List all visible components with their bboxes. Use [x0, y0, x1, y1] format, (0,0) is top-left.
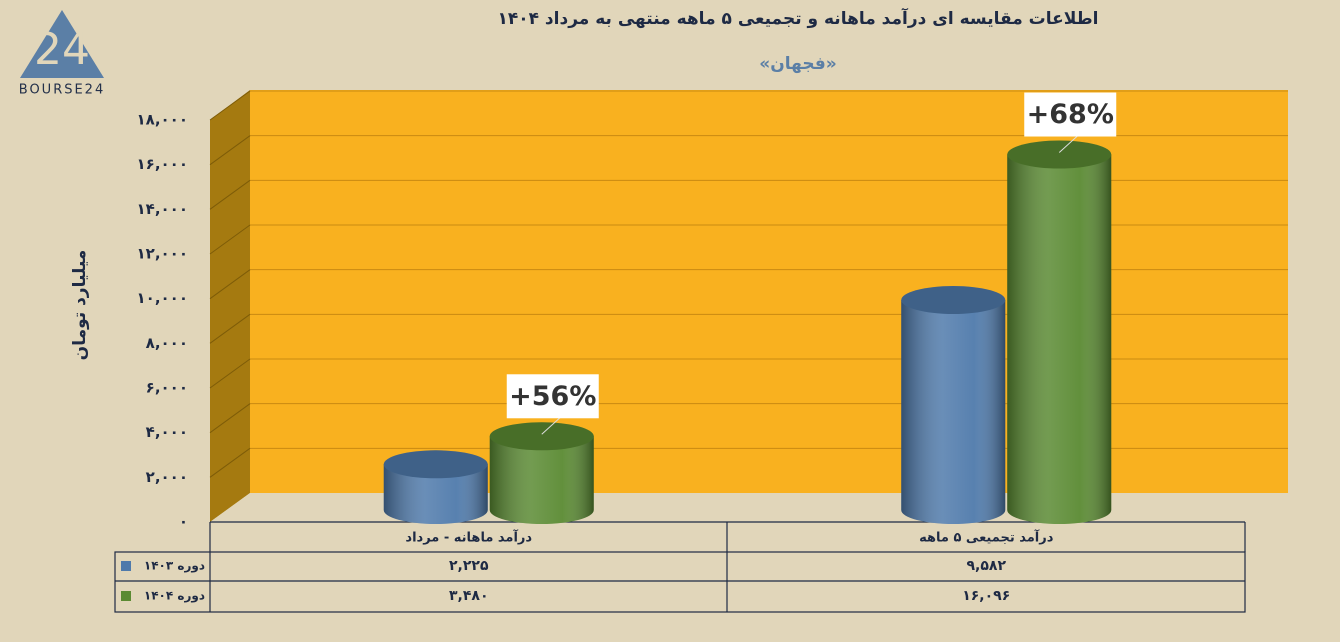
bar-top-shade: [1007, 140, 1112, 169]
grid-line: [209, 179, 251, 210]
y-tick-label: ۱۰,۰۰۰: [137, 289, 188, 307]
table-value: ۹,۵۸۲: [967, 558, 1007, 574]
grid-line: [209, 403, 251, 434]
grid-line: [209, 313, 251, 344]
bar-shade: [489, 436, 594, 524]
y-tick-label: ۶,۰۰۰: [146, 379, 188, 397]
annotation: +56%: [509, 381, 596, 412]
annotation-box: [1024, 92, 1117, 137]
grid-line: [209, 90, 251, 121]
chart-title: اطلاعات مقایسه ای درآمد ماهانه و تجمیعی …: [498, 7, 1099, 29]
y-tick-label: ۸,۰۰۰: [146, 334, 188, 352]
side-wall: [210, 90, 250, 522]
annotation: +68%: [1027, 99, 1114, 130]
grid-line: [209, 447, 251, 478]
y-axis-label: میلیارد تومان: [70, 250, 90, 361]
bar-shade: [383, 464, 488, 524]
bar-top: [383, 450, 488, 479]
logo: 24 BOURSE24: [19, 10, 105, 98]
legend-label: دوره ۱۴۰۴: [144, 589, 205, 604]
grid-line: [209, 269, 251, 300]
logo-mark: 24: [34, 24, 90, 75]
y-tick-label: ۱۶,۰۰۰: [137, 155, 188, 173]
grid-line: [209, 135, 251, 166]
annotation-box: [506, 374, 599, 419]
grid-line: [209, 224, 251, 255]
y-tick-label: ۱۲,۰۰۰: [137, 245, 188, 263]
bar-top-shade: [383, 450, 488, 479]
legend-swatch: [121, 561, 131, 571]
bar-top: [901, 286, 1006, 315]
bar-top: [489, 422, 594, 451]
bar-shade: [1007, 154, 1112, 525]
y-tick-label: ۴,۰۰۰: [146, 423, 188, 441]
bar-top: [1007, 140, 1112, 169]
y-tick-label: ۲,۰۰۰: [146, 468, 188, 486]
y-tick-label: ۱۸,۰۰۰: [137, 111, 188, 129]
table-value: ۲,۲۲۵: [449, 558, 489, 574]
legend-swatch: [121, 591, 131, 601]
logo-triangle: [20, 10, 104, 78]
x-tick-label: درآمد تجمیعی ۵ ماهه: [919, 529, 1054, 546]
bar-top-shade: [901, 286, 1006, 315]
chart-subtitle: «فجهان»: [759, 54, 836, 74]
grid-line: [209, 358, 251, 389]
table-border: [114, 551, 1246, 613]
y-tick-label: ۱۴,۰۰۰: [137, 200, 188, 218]
table-value: ۱۶,۰۹۶: [962, 588, 1010, 604]
y-tick-label: ۰: [179, 513, 188, 531]
legend-label: دوره ۱۴۰۳: [144, 559, 205, 574]
bar-top-shade: [489, 422, 594, 451]
table-value: ۳,۴۸۰: [449, 588, 489, 604]
back-wall: [250, 90, 1288, 493]
logo-text: BOURSE24: [19, 83, 105, 98]
bar-shade: [901, 300, 1006, 524]
floor: [210, 493, 1288, 522]
x-tick-label: درآمد ماهانه - مرداد: [405, 529, 532, 546]
